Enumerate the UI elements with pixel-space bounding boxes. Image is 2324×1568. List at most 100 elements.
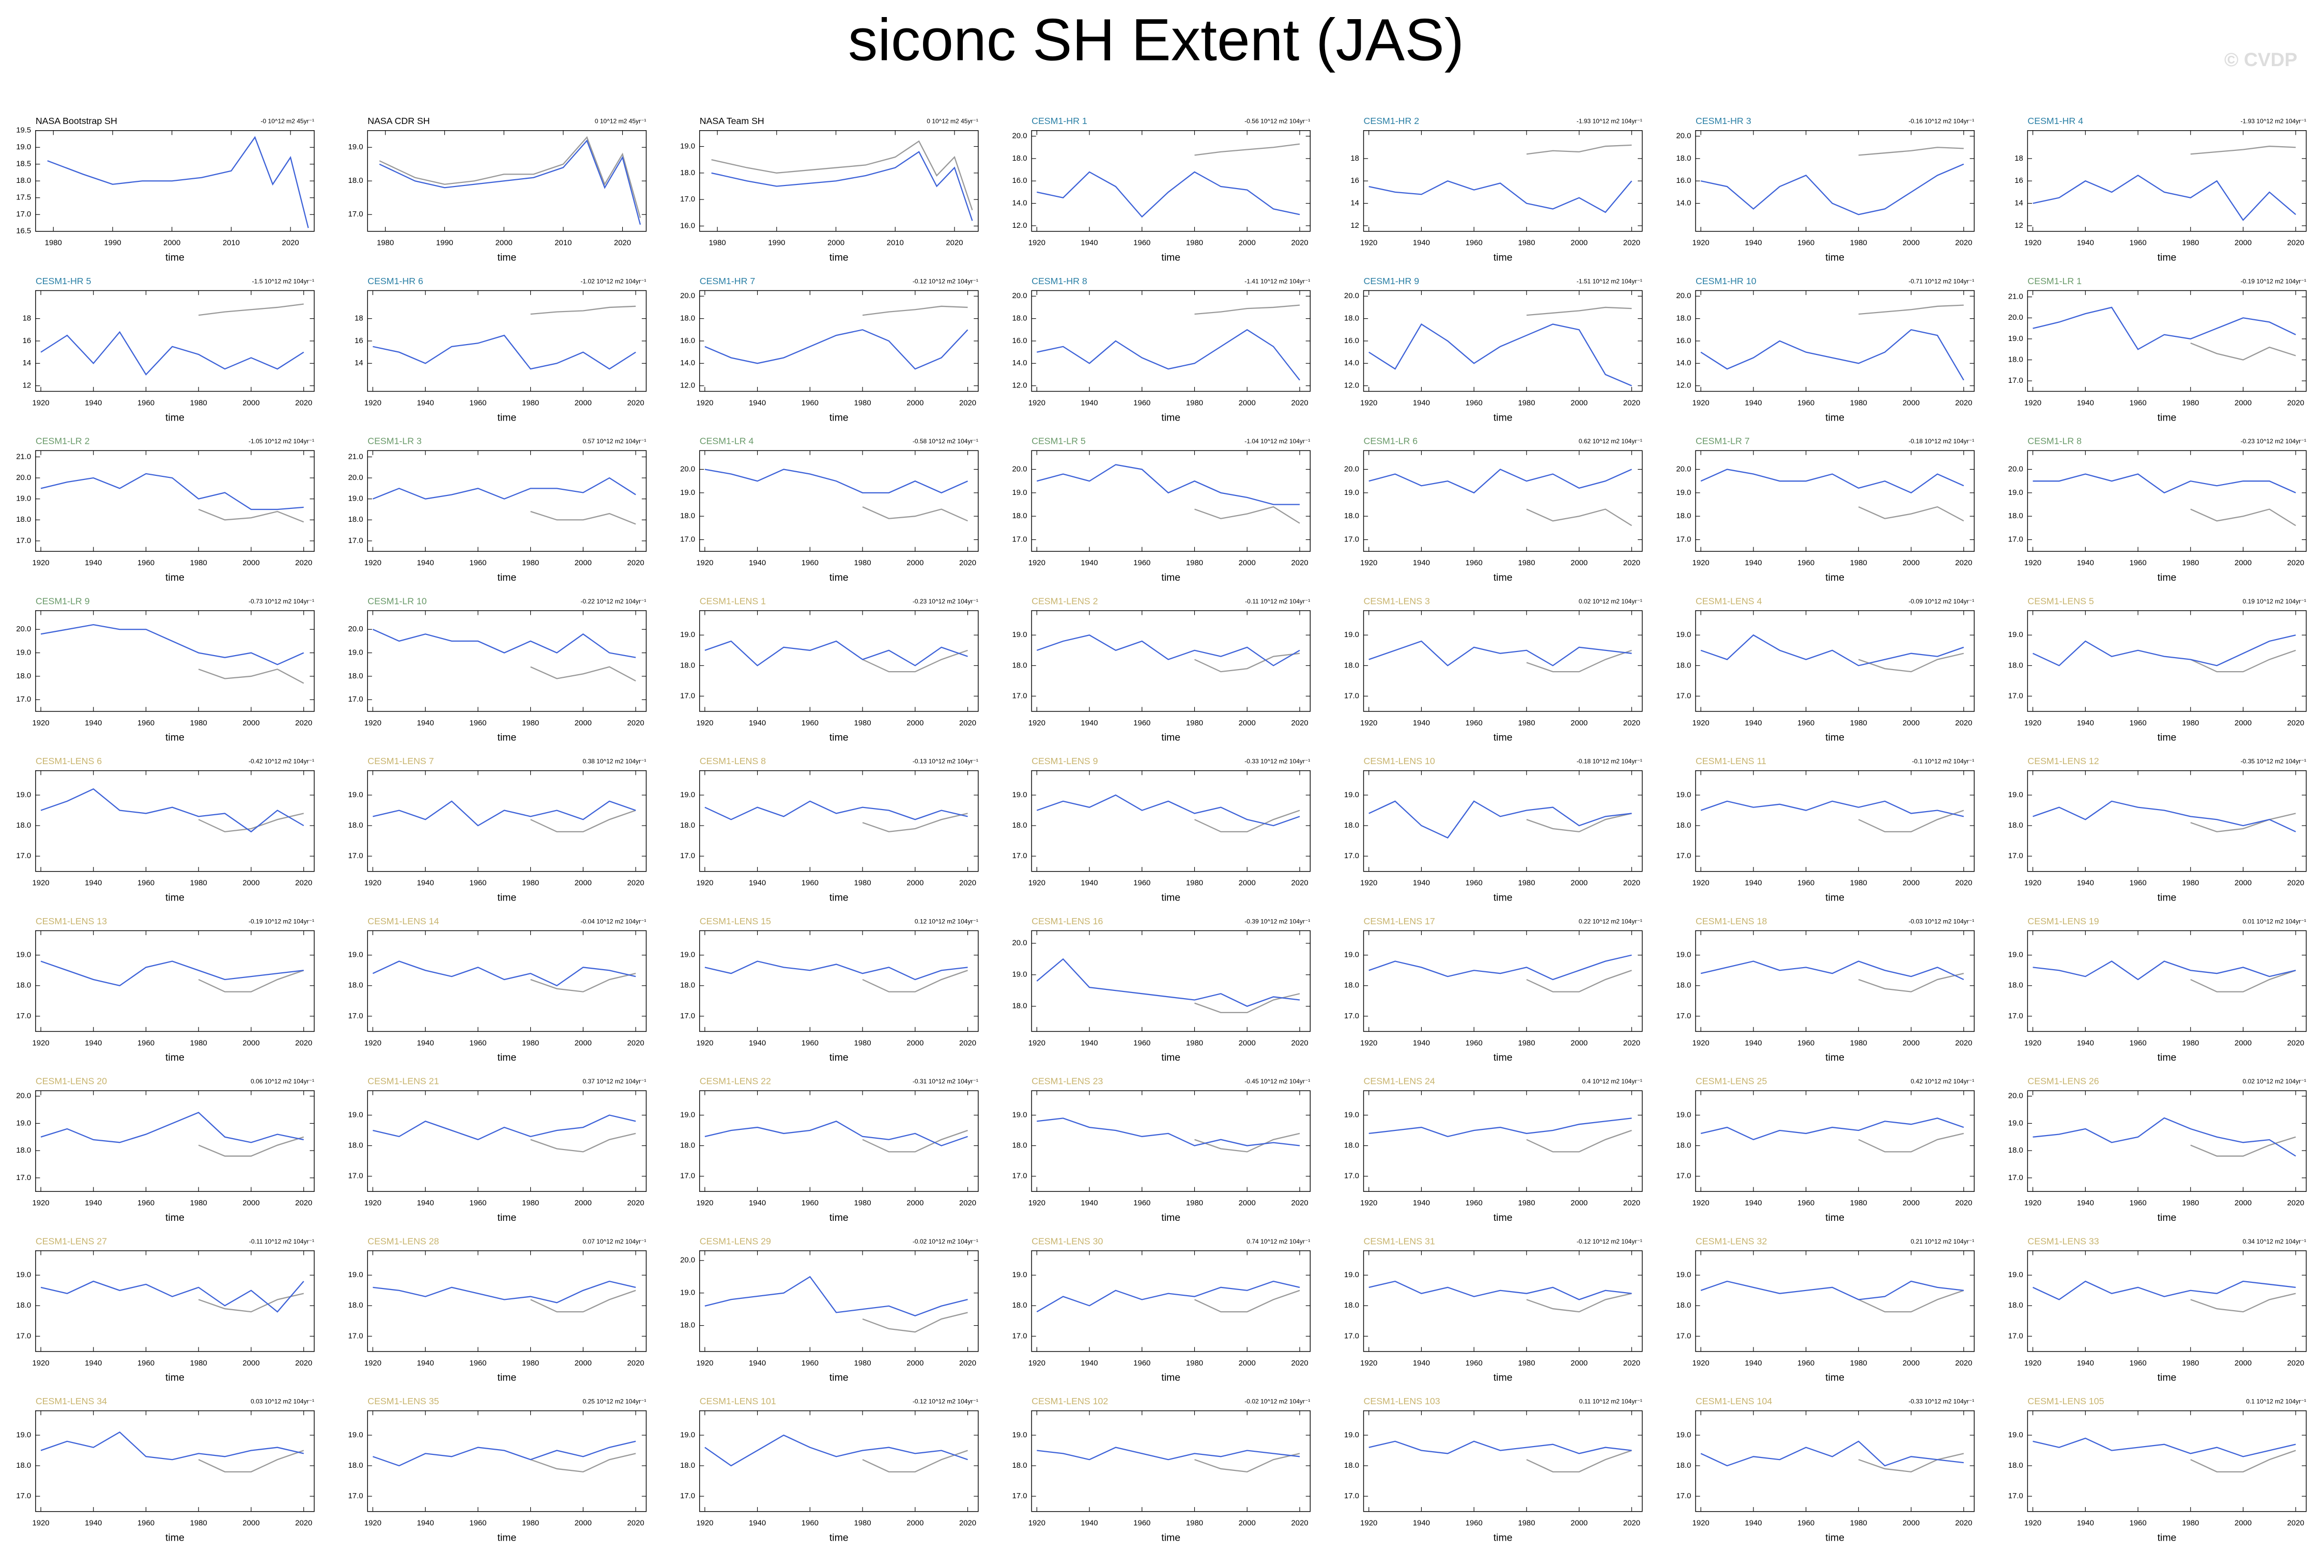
trend-label: 0 10^12 m2 45yr⁻¹ [595,118,647,125]
y-tick-label: 17.0 [1344,1492,1359,1500]
y-tick-label: 18.0 [1676,1462,1691,1470]
series-line [530,810,636,833]
x-tick-label: 2020 [2287,1199,2304,1207]
series-line [2033,960,2296,981]
x-tick-label: 1980 [190,1519,207,1528]
y-tick-label: 14 [23,359,32,367]
trend-label: -0.56 10^12 m2 104yr⁻¹ [1244,118,1310,125]
x-tick-label: 1940 [1745,399,1762,407]
x-tick-label: 2000 [1239,239,1256,247]
series-line [1194,653,1300,673]
x-tick-label: 1980 [1518,1199,1535,1207]
x-tick-label: 2020 [2287,1359,2304,1368]
x-tick-label: 2000 [1571,399,1588,407]
x-tick-label: 1960 [1133,559,1150,567]
x-tick-label: 1940 [417,1039,434,1047]
x-tick-label: 2000 [2235,399,2252,407]
panel-title: NASA CDR SH [367,116,429,126]
series-line [1036,794,1300,827]
series-line [1368,1117,1632,1138]
series-line [1368,1280,1632,1300]
y-tick-label: 20.0 [348,474,363,482]
x-tick-label: 1960 [1133,719,1150,727]
x-tick-label: 2000 [1902,1519,1919,1528]
series-line [1700,960,1964,981]
trend-label: -0.33 10^12 m2 104yr⁻¹ [1244,758,1310,765]
x-tick-label: 1960 [2129,399,2146,407]
y-tick-label: 14.0 [1676,359,1691,367]
trend-label: -0.23 10^12 m2 104yr⁻¹ [913,598,978,605]
x-tick-label: 2020 [946,239,963,247]
trend-label: -0.33 10^12 m2 104yr⁻¹ [1909,1398,1974,1405]
panel-title: CESM1-LENS 34 [36,1396,107,1406]
y-tick-label: 16 [2014,177,2023,185]
x-tick-label: 1960 [1133,879,1150,888]
series-line [2033,800,2296,832]
y-tick-label: 12 [23,382,32,390]
y-tick-label: 18.0 [2008,1462,2023,1470]
trend-label: -1.04 10^12 m2 104yr⁻¹ [1244,438,1310,445]
plot-frame [1363,1250,1643,1352]
x-tick-label: 1980 [522,1359,539,1368]
plot-frame [1695,770,1975,872]
series-line [1700,1117,1964,1140]
y-tick-label: 17.0 [2008,377,2023,385]
x-tick-label: 1940 [1745,719,1762,727]
x-tick-label: 2020 [959,879,976,888]
x-tick-label: 1980 [854,1039,871,1047]
trend-label: -0 10^12 m2 45yr⁻¹ [260,118,314,125]
x-tick-label: 2000 [906,559,924,567]
plot-frame [1695,1410,1975,1512]
panel-title: CESM1-LENS 14 [367,916,439,926]
x-tick-label: 2000 [575,1039,592,1047]
x-tick-label: 2000 [1239,559,1256,567]
series-line [372,960,636,987]
x-tick-label: 2020 [295,879,312,888]
x-tick-label: 1960 [1466,1359,1483,1368]
y-tick-label: 17.0 [2008,1012,2023,1020]
y-tick-label: 19.0 [16,791,31,799]
x-tick-label: 1980 [1186,1199,1203,1207]
x-tick-label: 1980 [854,879,871,888]
x-tick-label: 1980 [1518,239,1535,247]
y-tick-label: 18.0 [2008,355,2023,364]
y-tick-label: 19.0 [680,489,695,497]
x-tick-label: 2000 [242,1519,259,1528]
series-line [1368,954,1632,981]
x-axis-label: time [2158,1532,2177,1543]
x-tick-label: 2020 [295,399,312,407]
x-tick-label: 1960 [469,399,486,407]
x-axis-label: time [1494,732,1513,743]
trend-label: 0.11 10^12 m2 104yr⁻¹ [1579,1398,1642,1405]
x-axis-label: time [1494,412,1513,423]
x-tick-label: 1980 [1518,879,1535,888]
y-tick-label: 19.0 [348,1431,363,1439]
y-tick-label: 19.0 [16,649,31,657]
series-line [2190,508,2296,526]
x-tick-label: 2020 [2287,1039,2304,1047]
trend-label: -0.42 10^12 m2 104yr⁻¹ [249,758,314,765]
y-tick-label: 17.0 [680,1172,695,1181]
panel-title: CESM1-LENS 19 [2027,916,2099,926]
x-tick-label: 1940 [1081,1519,1098,1528]
series-line [1368,640,1632,666]
x-tick-label: 1960 [469,1359,486,1368]
x-tick-label: 1920 [696,879,713,888]
x-tick-label: 2000 [575,1199,592,1207]
x-tick-label: 2000 [242,719,259,727]
x-tick-label: 1920 [2024,239,2041,247]
x-tick-label: 1940 [417,719,434,727]
x-axis-label: time [1161,1532,1180,1543]
trend-label: -1.93 10^12 m2 104yr⁻¹ [2241,118,2306,125]
x-tick-label: 1920 [2024,1199,2041,1207]
panel-title: CESM1-LENS 12 [2027,756,2099,766]
x-tick-label: 2000 [575,1519,592,1528]
plot-frame [699,770,979,872]
y-tick-label: 19.0 [348,1271,363,1279]
trend-label: 0.74 10^12 m2 104yr⁻¹ [1246,1238,1310,1245]
x-tick-label: 1940 [1413,1039,1430,1047]
x-axis-label: time [1494,1052,1513,1063]
panel-title: CESM1-LENS 5 [2027,596,2094,606]
y-tick-label: 19.0 [1344,951,1359,959]
x-tick-label: 2020 [1291,1199,1308,1207]
